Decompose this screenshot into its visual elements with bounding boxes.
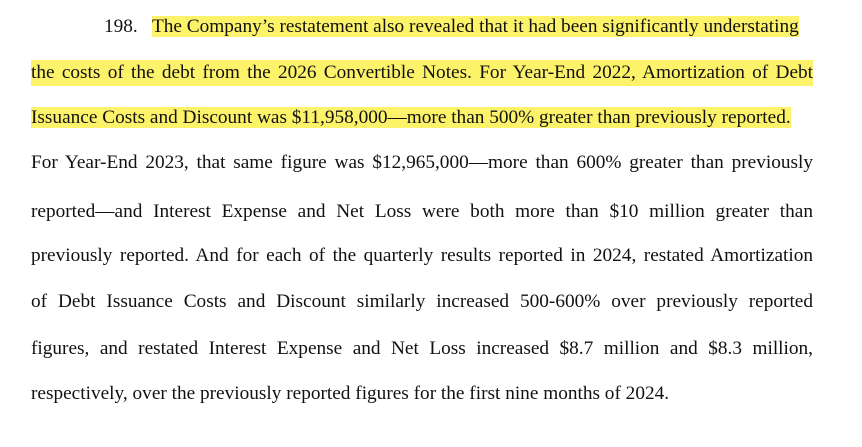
highlighted-text: Issuance Costs and Discount was $11,958,… [31, 107, 791, 128]
paragraph-line-1: The Company’s restatement also revealed … [152, 14, 813, 40]
paragraph-line-8: figures, and restated Interest Expense a… [31, 338, 813, 359]
paragraph-line-5: reported—and Interest Expense and Net Lo… [31, 201, 813, 222]
paragraph-line-3: Issuance Costs and Discount was $11,958,… [31, 105, 813, 131]
paragraph-line-9: respectively, over the previously report… [31, 383, 670, 404]
paragraph-line-2: the costs of the debt from the 2026 Conv… [31, 60, 813, 86]
paragraph-line-6: previously reported. And for each of the… [31, 245, 813, 266]
paragraph-number: 198. [104, 16, 138, 37]
paragraph-line-7: of Debt Issuance Costs and Discount simi… [31, 291, 813, 312]
paragraph-line-4: For Year-End 2023, that same figure was … [31, 152, 813, 173]
highlighted-text: The Company’s restatement also revealed … [152, 16, 799, 37]
